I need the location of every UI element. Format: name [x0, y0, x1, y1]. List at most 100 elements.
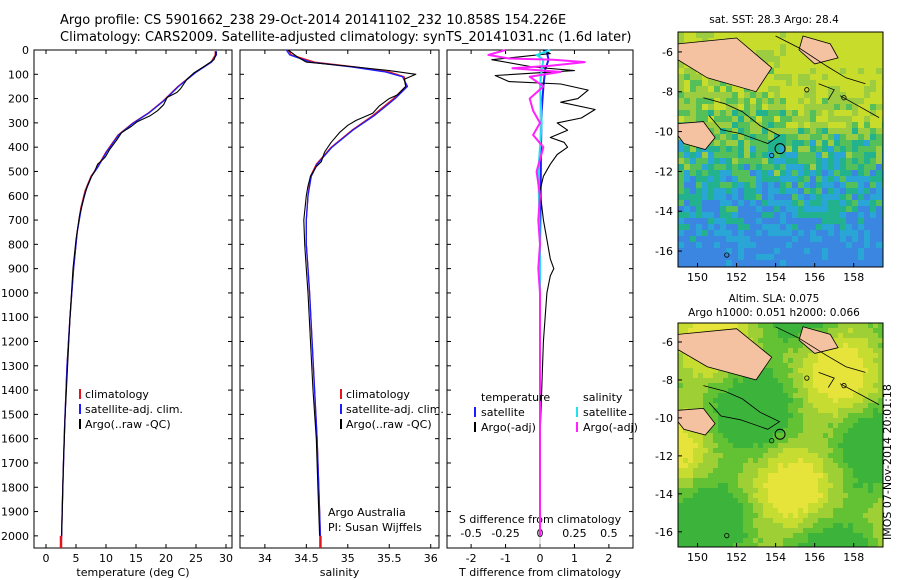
- map-cell: [723, 403, 728, 408]
- map-cell: [823, 363, 828, 368]
- annotation-line: Argo Australia: [328, 506, 406, 519]
- map-cell: [713, 433, 718, 438]
- map-cell: [738, 218, 744, 224]
- map-cell: [703, 433, 708, 438]
- map-cell: [733, 478, 738, 483]
- map-cell: [876, 188, 882, 194]
- map-cell: [762, 182, 768, 188]
- map-cell: [853, 333, 858, 338]
- map-cell: [786, 86, 792, 92]
- map-cell: [750, 38, 756, 44]
- map-cell: [688, 503, 693, 508]
- map-cell: [714, 170, 720, 176]
- map-cell: [774, 80, 780, 86]
- map-cell: [714, 248, 720, 254]
- map-cell: [708, 86, 714, 92]
- map-cell: [813, 483, 818, 488]
- map-cell: [788, 483, 793, 488]
- map-cell: [718, 398, 723, 403]
- map-cell: [723, 448, 728, 453]
- map-cell: [846, 80, 852, 86]
- map-cell: [823, 518, 828, 523]
- map-cell: [873, 528, 878, 533]
- map-cell: [684, 80, 690, 86]
- map-cell: [690, 254, 696, 260]
- map-cell: [690, 182, 696, 188]
- map-cell: [683, 478, 688, 483]
- map-cell: [744, 188, 750, 194]
- map-cell: [798, 328, 803, 333]
- map-cell: [714, 206, 720, 212]
- map-cell: [793, 533, 798, 538]
- map-cell: [683, 323, 688, 328]
- map-cell: [768, 533, 773, 538]
- map-cell: [804, 170, 810, 176]
- map-cell: [846, 134, 852, 140]
- map-cell: [723, 488, 728, 493]
- map-cell: [858, 328, 863, 333]
- map-cell: [714, 176, 720, 182]
- map-cell: [833, 538, 838, 543]
- map-cell: [818, 398, 823, 403]
- map-cell: [870, 260, 876, 266]
- map-cell: [813, 428, 818, 433]
- map-cell: [870, 98, 876, 104]
- map-cell: [818, 468, 823, 473]
- map-cell: [684, 92, 690, 98]
- map-cell: [808, 518, 813, 523]
- map-cell: [823, 358, 828, 363]
- map-cell: [858, 368, 863, 373]
- map-x-tick-label: 158: [843, 271, 864, 284]
- map-cell: [768, 498, 773, 503]
- map-cell: [788, 518, 793, 523]
- map-cell: [778, 518, 783, 523]
- map-cell: [810, 74, 816, 80]
- map-cell: [708, 373, 713, 378]
- map-cell: [840, 134, 846, 140]
- map-cell: [823, 378, 828, 383]
- map-cell: [852, 86, 858, 92]
- map-cell: [684, 188, 690, 194]
- map-cell: [833, 448, 838, 453]
- map-cell: [788, 478, 793, 483]
- map-cell: [698, 323, 703, 328]
- map-cell: [840, 164, 846, 170]
- map-y-tick-label: -8: [662, 86, 673, 99]
- map-cell: [868, 438, 873, 443]
- map-cell: [833, 428, 838, 433]
- map-cell: [718, 528, 723, 533]
- map-cell: [753, 443, 758, 448]
- map-cell: [733, 523, 738, 528]
- map-cell: [728, 398, 733, 403]
- map-cell: [696, 200, 702, 206]
- map-cell: [792, 140, 798, 146]
- map-cell: [878, 328, 883, 333]
- map-cell: [828, 473, 833, 478]
- map-cell: [846, 116, 852, 122]
- map-cell: [840, 116, 846, 122]
- map-cell: [876, 56, 882, 62]
- map-y-tick-label: -8: [662, 374, 673, 387]
- map-cell: [678, 448, 683, 453]
- map-cell: [878, 473, 883, 478]
- map-cell: [678, 393, 683, 398]
- map-cell: [868, 488, 873, 493]
- map-cell: [750, 128, 756, 134]
- map-cell: [773, 383, 778, 388]
- map-cell: [708, 413, 713, 418]
- map-cell: [756, 188, 762, 194]
- map-cell: [853, 383, 858, 388]
- map-cell: [828, 128, 834, 134]
- map-cell: [718, 438, 723, 443]
- map-cell: [788, 513, 793, 518]
- map-cell: [698, 483, 703, 488]
- map-cell: [808, 528, 813, 533]
- map-cell: [828, 80, 834, 86]
- map-cell: [756, 116, 762, 122]
- map-cell: [762, 248, 768, 254]
- map-cell: [678, 38, 684, 44]
- map-cell: [690, 32, 696, 38]
- map-cell: [753, 428, 758, 433]
- depth-tick-label: 500: [8, 165, 29, 178]
- map-cell: [793, 328, 798, 333]
